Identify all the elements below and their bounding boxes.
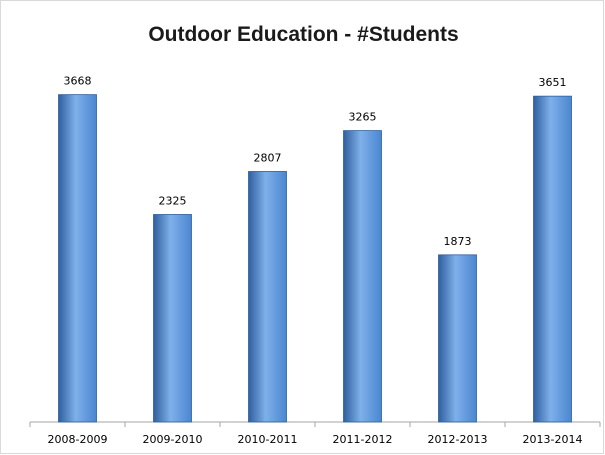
x-tick-label-2012-2013: 2012-2013 <box>428 433 488 446</box>
data-label-2010-2011: 2807 <box>254 151 282 164</box>
data-label-2011-2012: 3265 <box>349 111 377 124</box>
data-label-2009-2010: 2325 <box>159 194 187 207</box>
x-tick-label-2010-2011: 2010-2011 <box>238 433 298 446</box>
x-tick-label-2009-2010: 2009-2010 <box>143 433 203 446</box>
bar-2008-2009 <box>58 94 97 423</box>
data-label-2013-2014: 3651 <box>539 76 567 89</box>
bar-2009-2010 <box>153 214 192 423</box>
data-label-2012-2013: 1873 <box>444 235 472 248</box>
bar-2012-2013 <box>438 254 477 423</box>
bar-2013-2014 <box>533 95 572 423</box>
bar-2011-2012 <box>343 130 382 423</box>
x-tick-label-2011-2012: 2011-2012 <box>333 433 393 446</box>
x-tick-label-2013-2014: 2013-2014 <box>523 433 583 446</box>
data-label-2008-2009: 3668 <box>64 75 92 88</box>
bar-2010-2011 <box>248 171 287 423</box>
x-tick-label-2008-2009: 2008-2009 <box>48 433 108 446</box>
chart-title: Outdoor Education - #Students <box>148 23 459 46</box>
